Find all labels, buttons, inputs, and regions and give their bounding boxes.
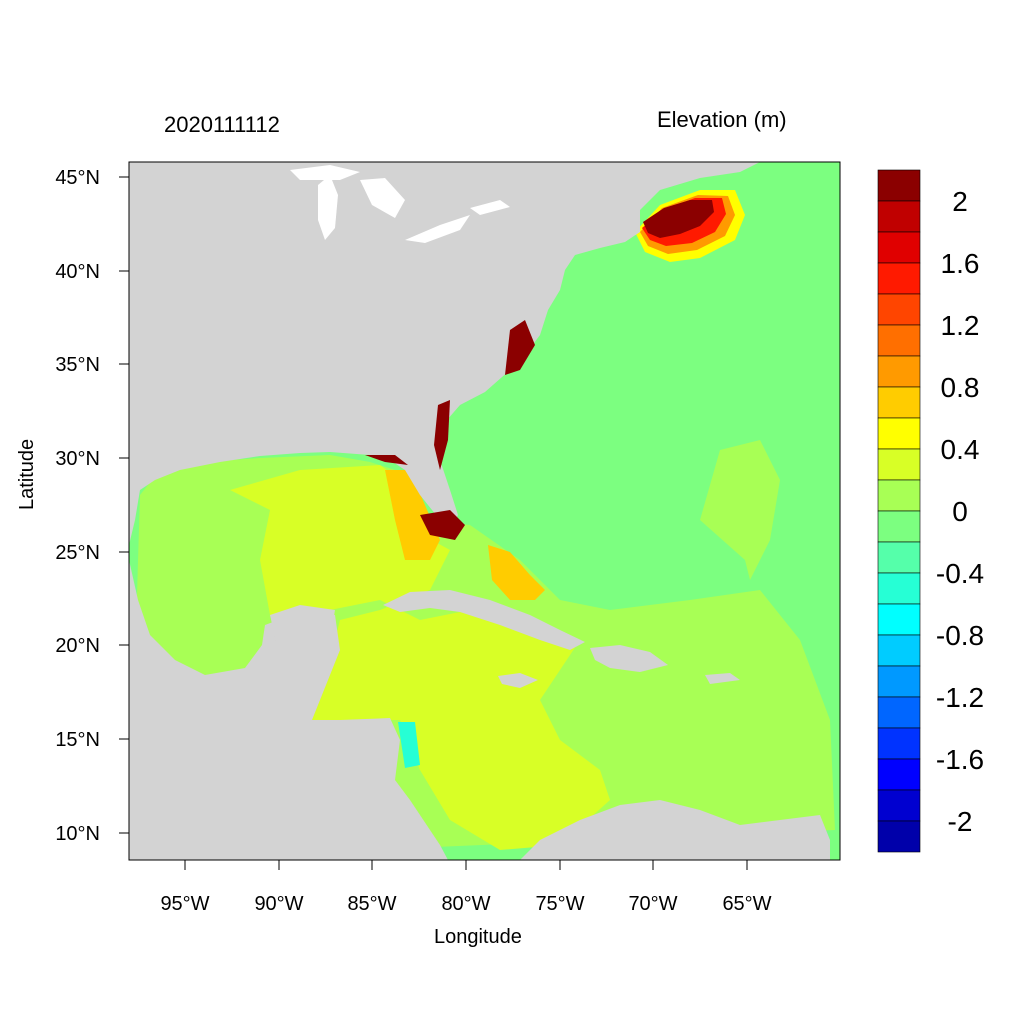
lake-huron — [360, 178, 405, 218]
lat-tick-label: 15°N — [55, 729, 100, 751]
caribbean-high-field — [230, 465, 610, 850]
colorbar-swatch — [877, 448, 921, 481]
colorbar-swatch — [877, 634, 921, 667]
great-lakes — [290, 165, 510, 243]
lat-tick-label: 20°N — [55, 635, 100, 657]
colorbar-swatch — [877, 200, 921, 233]
land-north-america — [129, 162, 760, 545]
atlantic-low-field — [700, 440, 780, 580]
colorbar-swatch — [877, 665, 921, 698]
lake-michigan — [318, 175, 338, 240]
bahamas-shelf — [488, 545, 545, 600]
lat-tick-label: 40°N — [55, 261, 100, 283]
colorbar-tick-label: 2 — [952, 186, 968, 217]
land-cuba — [383, 590, 585, 650]
lon-tick-label: 85°W — [347, 893, 396, 915]
colorbar-swatch — [877, 417, 921, 450]
lat-tick-label: 30°N — [55, 448, 100, 470]
lake-superior — [290, 165, 360, 180]
colorbar-swatch — [877, 572, 921, 605]
colorbar-tick-label: 0 — [952, 496, 968, 527]
colorbar-swatch — [877, 820, 921, 853]
land-south-america — [520, 800, 830, 860]
colorbar-swatch — [877, 758, 921, 791]
lon-tick-label: 75°W — [535, 893, 584, 915]
land-jamaica — [498, 673, 538, 688]
colorbar — [877, 169, 921, 853]
lat-tick-label: 10°N — [55, 823, 100, 845]
colorbar-tick-label: -0.8 — [936, 620, 984, 651]
colorbar-tick-label: 1.2 — [941, 310, 980, 341]
colorbar-labels: 2 1.6 1.2 0.8 0.4 0 -0.4 -0.8 -1.2 -1.6 -2 — [936, 186, 984, 837]
lon-tick-label: 90°W — [254, 893, 303, 915]
colorbar-tick-label: -2 — [948, 806, 973, 837]
colorbar-swatch — [877, 789, 921, 822]
lon-tick-label: 65°W — [722, 893, 771, 915]
plot-frame — [128, 161, 841, 861]
colorbar-tick-label: 0.4 — [941, 434, 980, 465]
coastal-inundation — [365, 320, 535, 540]
inundation-gulf — [365, 455, 408, 465]
colorbar-swatch — [877, 324, 921, 357]
colorbar-swatch — [877, 603, 921, 636]
land-mexico — [129, 560, 448, 860]
colorbar-tick-label: -1.6 — [936, 744, 984, 775]
colorbar-tick-label: 1.6 — [941, 248, 980, 279]
colorbar-tick-label: -1.2 — [936, 682, 984, 713]
lon-tick-label: 95°W — [160, 893, 209, 915]
colorbar-swatch — [877, 727, 921, 760]
lake-ontario — [470, 200, 510, 215]
lon-ticks: 95°W 90°W 85°W 80°W 75°W 70°W 65°W — [160, 860, 772, 915]
colorbar-swatch — [877, 262, 921, 295]
colorbar-swatch — [877, 293, 921, 326]
lat-tick-label: 45°N — [55, 167, 100, 189]
x-axis-label: Longitude — [434, 926, 522, 948]
inundation-florida — [420, 510, 465, 540]
colorbar-swatch — [877, 479, 921, 512]
colorbar-tick-label: 0.8 — [941, 372, 980, 403]
colorbar-swatch — [877, 510, 921, 543]
colorbar-tick-label: -0.4 — [936, 558, 984, 589]
lat-tick-label: 35°N — [55, 354, 100, 376]
inundation-georgia — [434, 400, 450, 470]
colorbar-swatch — [877, 386, 921, 419]
lat-ticks: 45°N 40°N 35°N 30°N 25°N 20°N 15°N 10°N — [55, 167, 129, 845]
colorbar-swatch — [877, 541, 921, 574]
land-yucatan — [270, 605, 335, 700]
hondo-shelf — [398, 722, 420, 768]
map-plot-area — [129, 162, 840, 860]
gulf-of-maine-surge-4 — [643, 200, 714, 238]
lat-tick-label: 25°N — [55, 542, 100, 564]
colorbar-swatch — [877, 169, 921, 202]
colorbar-swatch — [877, 355, 921, 388]
colorbar-swatch — [877, 231, 921, 264]
land-hispaniola — [590, 645, 668, 672]
florida-shelf — [385, 470, 440, 560]
colorbar-swatch — [877, 696, 921, 729]
inundation-carolina — [505, 320, 535, 375]
lon-tick-label: 70°W — [628, 893, 677, 915]
land-puerto-rico — [705, 673, 740, 684]
variable-label: Elevation (m) — [657, 107, 787, 132]
date-label: 2020111112 — [164, 112, 280, 137]
lon-tick-label: 80°W — [441, 893, 490, 915]
lake-erie — [405, 215, 470, 243]
land — [129, 162, 830, 860]
